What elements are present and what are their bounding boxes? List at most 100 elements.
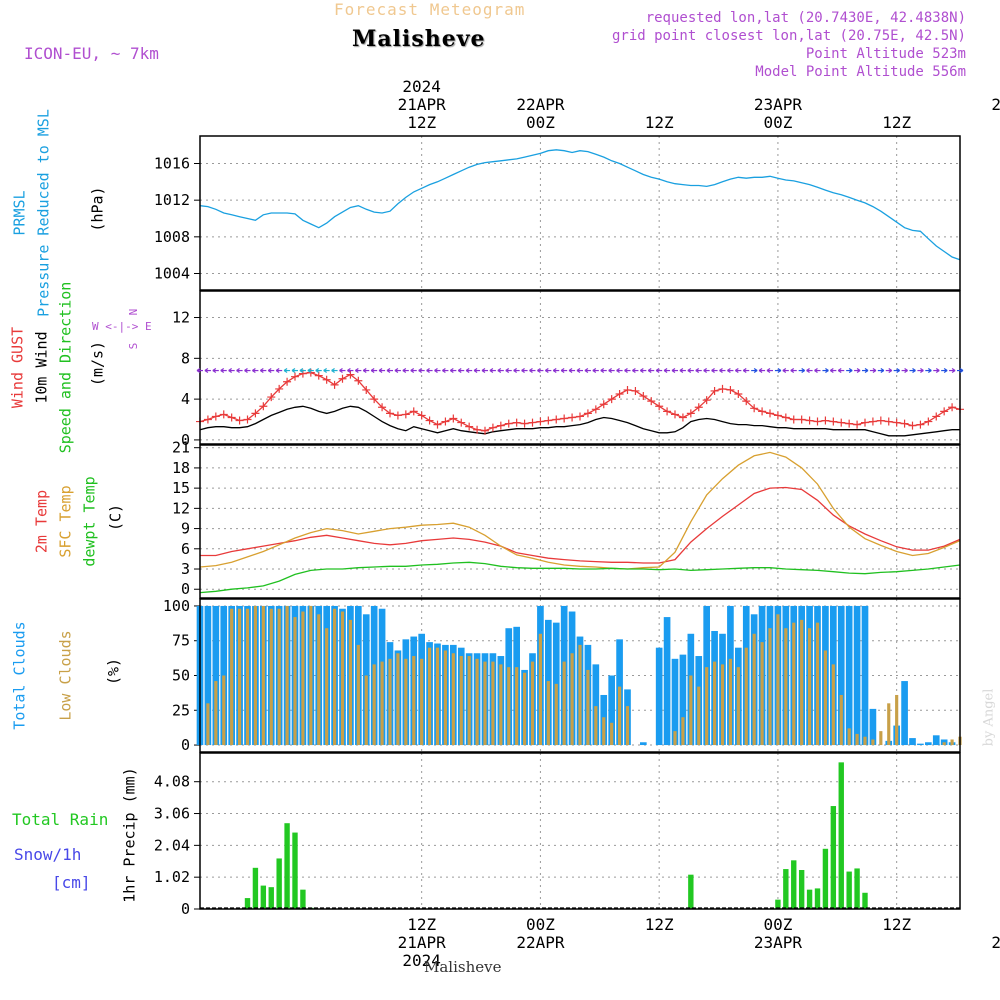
wind-gust-marker bbox=[576, 412, 584, 421]
wind-direction-arrowhead bbox=[552, 368, 557, 374]
rain-bar bbox=[244, 898, 251, 909]
low-cloud-bar bbox=[792, 622, 796, 746]
wind-direction-arrowhead bbox=[521, 368, 525, 374]
low-cloud-bar bbox=[831, 664, 835, 746]
clouds-ytick-label: 25 bbox=[172, 701, 190, 719]
wind-direction-arrowhead bbox=[640, 368, 644, 374]
temperature-series-0-line bbox=[200, 486, 961, 564]
low-cloud-bar bbox=[515, 667, 519, 746]
low-cloud-bar bbox=[475, 658, 479, 746]
top-time-label: 12Z bbox=[882, 113, 911, 132]
wind-gust-marker bbox=[655, 402, 664, 411]
wind-gust-marker bbox=[623, 385, 632, 394]
wind-direction-arrowhead bbox=[244, 368, 248, 374]
low-cloud-bar bbox=[388, 658, 392, 746]
wind-gust-marker bbox=[789, 415, 798, 424]
wind-gust-marker bbox=[433, 420, 442, 429]
precip-snow-label: Snow/1h bbox=[14, 845, 81, 864]
rain-bar bbox=[838, 762, 844, 909]
wind-direction-arrowhead bbox=[513, 368, 517, 374]
wind-gust-marker bbox=[330, 380, 339, 389]
total-cloud-bar bbox=[655, 647, 663, 746]
wind-gust-marker bbox=[552, 415, 561, 424]
wind-direction-arrowhead bbox=[489, 368, 494, 374]
precip-rain-label: Total Rain bbox=[12, 810, 108, 829]
compass-west-east: W <-|-> E bbox=[92, 320, 152, 333]
rain-bar bbox=[846, 871, 852, 909]
precip-ytick-label: 1.02 bbox=[154, 868, 190, 886]
wind-gust-marker bbox=[417, 411, 426, 420]
wind-gust-marker bbox=[219, 410, 228, 419]
model-label: ICON-EU, ~ 7km bbox=[24, 44, 159, 63]
wind-direction-arrowhead bbox=[402, 368, 407, 374]
wind-direction-arrowhead bbox=[959, 368, 964, 374]
total-cloud-bar bbox=[640, 742, 647, 746]
low-cloud-bar bbox=[895, 694, 899, 746]
total-cloud-bar bbox=[212, 605, 220, 746]
wind-gust-marker bbox=[251, 409, 260, 418]
rain-bar bbox=[798, 870, 805, 909]
wind-direction-arrowhead bbox=[912, 368, 916, 374]
wind-gust-marker bbox=[615, 390, 624, 399]
rain-bar bbox=[822, 848, 829, 909]
wind-gust-marker bbox=[671, 410, 679, 419]
low-cloud-bar bbox=[610, 722, 614, 746]
wind-direction-arrowhead bbox=[576, 368, 581, 374]
wind-ytick-label: 12 bbox=[172, 309, 190, 327]
low-cloud-bar bbox=[309, 605, 313, 746]
wind-direction-arrowhead bbox=[362, 368, 367, 374]
low-cloud-bar bbox=[815, 622, 820, 746]
wind-gust-marker bbox=[560, 414, 569, 423]
low-cloud-bar bbox=[855, 733, 859, 746]
wind-direction-arrowhead bbox=[291, 368, 296, 374]
temperature-ytick-label: 12 bbox=[172, 499, 190, 517]
wind-gust-marker bbox=[678, 413, 687, 422]
pressure-series-0-line bbox=[199, 149, 961, 261]
wind-gust-marker bbox=[900, 419, 909, 428]
wind-gust-marker bbox=[686, 409, 695, 418]
wind-direction-arrowhead bbox=[687, 368, 692, 374]
wind-direction-arrowhead bbox=[473, 368, 478, 374]
low-cloud-bar bbox=[863, 736, 867, 746]
wind-gust-marker bbox=[227, 413, 236, 422]
wind-gust-marker bbox=[813, 417, 822, 426]
low-cloud-bar bbox=[459, 656, 463, 746]
wind-direction-arrowhead bbox=[663, 368, 668, 374]
wind-gust-marker bbox=[259, 402, 268, 411]
rain-bar bbox=[284, 823, 290, 909]
wind-gust-marker bbox=[203, 415, 212, 424]
low-cloud-bar bbox=[689, 675, 693, 746]
wind-direction-arrowhead bbox=[920, 368, 924, 374]
wind-direction-arrowhead bbox=[339, 368, 343, 374]
rain-bar bbox=[830, 806, 837, 909]
low-cloud-bar bbox=[277, 608, 281, 746]
wind-direction-arrowhead bbox=[632, 368, 636, 374]
low-cloud-bar bbox=[499, 664, 503, 746]
clouds-ytick-label: 50 bbox=[172, 667, 190, 685]
rain-bar bbox=[292, 832, 298, 909]
wind-gust-marker bbox=[853, 420, 862, 429]
wind-gust-marker bbox=[647, 397, 656, 406]
low-cloud-bar bbox=[744, 647, 748, 746]
low-cloud-bar bbox=[546, 681, 550, 746]
temperature-ytick-label: 3 bbox=[181, 560, 190, 578]
low-cloud-bar bbox=[269, 608, 273, 746]
wind-gust-marker bbox=[243, 415, 252, 424]
temperature-axis-label: dewpt Temp bbox=[81, 476, 99, 566]
wind-gust-marker bbox=[401, 410, 410, 419]
wind-direction-arrowhead bbox=[529, 368, 533, 374]
wind-direction-arrowhead bbox=[758, 368, 763, 374]
wind-direction-arrowhead bbox=[928, 368, 932, 374]
low-cloud-bar bbox=[372, 664, 376, 746]
wind-gust-marker bbox=[932, 412, 941, 421]
temperature-series-1-line bbox=[199, 451, 961, 570]
bottom-time-label: 23APR bbox=[754, 933, 803, 952]
temperature-frame bbox=[199, 444, 961, 599]
clouds-frame bbox=[199, 598, 961, 753]
wind-gust-marker bbox=[868, 417, 877, 426]
low-cloud-bar bbox=[428, 647, 432, 746]
bottom-time-label: 00Z bbox=[763, 915, 792, 934]
wind-gust-marker bbox=[211, 412, 220, 421]
wind-gust-marker bbox=[718, 384, 727, 393]
wind-unit-label: (m/s) bbox=[89, 341, 107, 386]
